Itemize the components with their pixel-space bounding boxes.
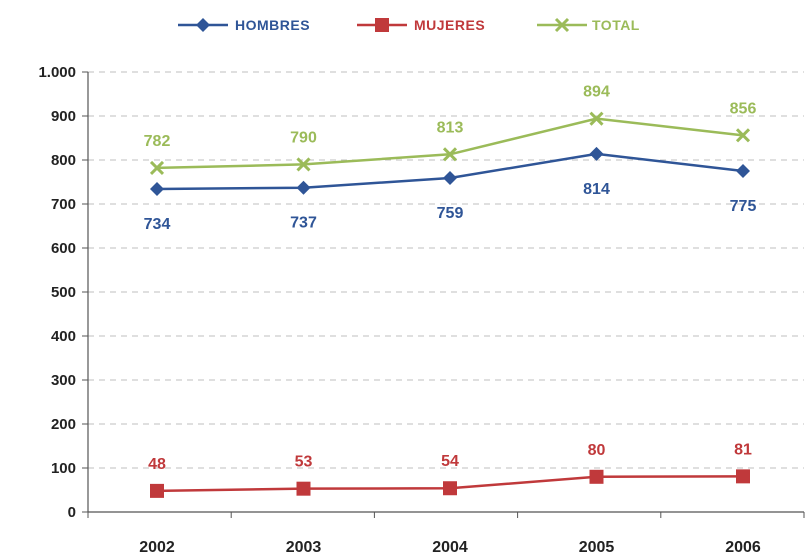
- data-point-mujeres: [296, 481, 311, 496]
- data-label-mujeres: 48: [148, 456, 166, 473]
- data-label-mujeres: 80: [588, 442, 606, 459]
- y-tick-label: 200: [51, 416, 76, 433]
- data-point-hombres: [443, 171, 457, 186]
- x-tick-label: 2005: [579, 539, 615, 556]
- legend-marker-total: [554, 17, 570, 33]
- data-point-hombres: [150, 182, 164, 197]
- legend-item-mujeres: MUJERES: [357, 17, 485, 33]
- legend-label-total: TOTAL: [592, 17, 640, 33]
- data-point-mujeres: [736, 469, 750, 484]
- data-point-total: [296, 157, 311, 172]
- legend-item-hombres: HOMBRES: [178, 17, 310, 33]
- x-tick-label: 2006: [725, 539, 761, 556]
- y-tick-label: 700: [51, 196, 76, 213]
- data-label-hombres: 737: [290, 215, 317, 232]
- data-label-hombres: 759: [437, 205, 464, 222]
- y-tick-label: 0: [68, 504, 76, 521]
- data-label-total: 813: [437, 119, 464, 136]
- x-tick-label: 2002: [139, 539, 175, 556]
- series-group: [149, 111, 751, 498]
- y-tick-label: 300: [51, 372, 76, 389]
- y-tick-label: 900: [51, 108, 76, 125]
- data-point-mujeres: [150, 483, 164, 498]
- data-point-total: [735, 128, 751, 143]
- data-label-mujeres: 54: [441, 453, 459, 470]
- data-labels: 734 737 759 814 775 48 53 54 80 81 782 790 813 894 856: [144, 84, 757, 473]
- y-tick-label: 600: [51, 240, 76, 257]
- data-point-hombres: [589, 146, 604, 161]
- data-point-total: [589, 111, 604, 126]
- data-point-mujeres: [443, 481, 457, 496]
- y-tick-label: 100: [51, 460, 76, 477]
- y-tick-label: 1.000: [38, 64, 76, 81]
- data-label-mujeres: 53: [295, 454, 313, 471]
- legend-item-total: TOTAL: [537, 17, 640, 33]
- legend: HOMBRES MUJERES TOTAL: [178, 17, 640, 33]
- legend-marker-hombres: [196, 18, 210, 32]
- y-tick-label: 800: [51, 152, 76, 169]
- y-axis-ticks: 0 100 200 300 400 500 600 700 800 900 1.000: [38, 64, 88, 521]
- data-label-mujeres: 81: [734, 441, 752, 458]
- data-point-hombres: [736, 164, 750, 178]
- data-point-hombres: [296, 180, 311, 195]
- data-label-total: 782: [144, 133, 171, 150]
- x-tick-label: 2004: [432, 539, 468, 556]
- x-axis-ticks: 2002 2003 2004 2005 2006: [87, 512, 805, 556]
- legend-label-mujeres: MUJERES: [414, 17, 485, 33]
- legend-label-hombres: HOMBRES: [235, 17, 310, 33]
- data-label-total: 790: [290, 129, 317, 146]
- data-point-total: [149, 160, 165, 175]
- data-label-total: 894: [583, 84, 610, 101]
- y-tick-label: 400: [51, 328, 76, 345]
- data-point-total: [442, 147, 458, 162]
- data-label-total: 856: [730, 100, 757, 117]
- data-label-hombres: 734: [144, 216, 171, 233]
- legend-marker-mujeres: [375, 18, 389, 32]
- x-tick-label: 2003: [286, 539, 322, 556]
- data-point-mujeres: [589, 469, 604, 484]
- data-label-hombres: 775: [730, 198, 757, 215]
- y-tick-label: 500: [51, 284, 76, 301]
- data-label-hombres: 814: [583, 181, 610, 198]
